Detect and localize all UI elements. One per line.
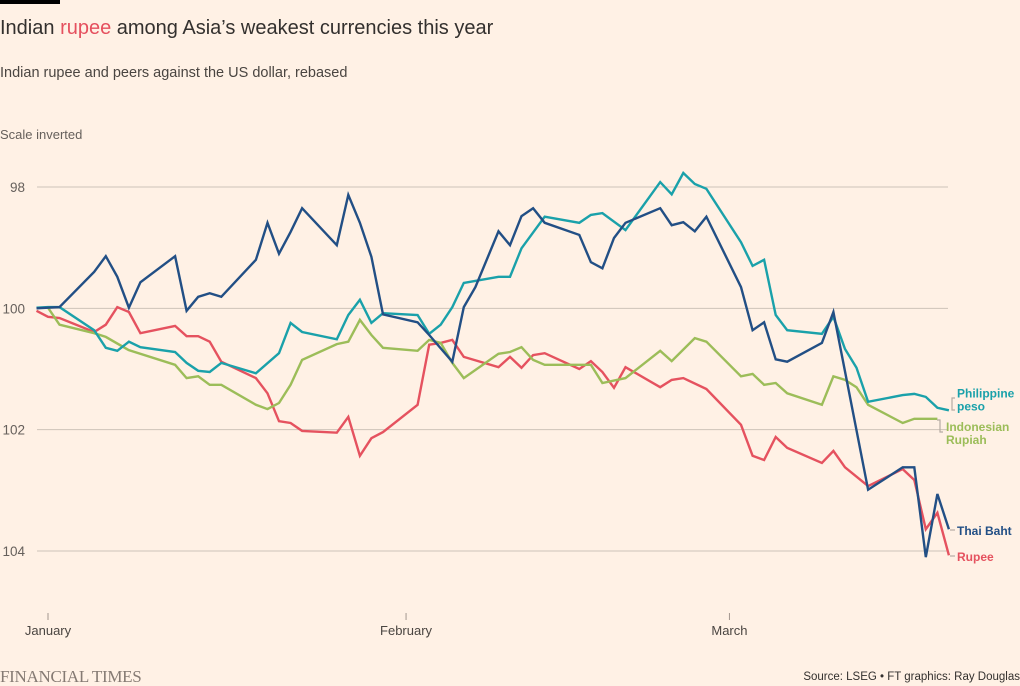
- series-label-indonesian-rupiah: Indonesian Rupiah: [946, 420, 1009, 447]
- series-label-line: peso: [957, 400, 985, 414]
- series-label-line: Indonesian: [946, 420, 1009, 434]
- label-connector-philippine-peso: [951, 397, 955, 411]
- x-tick-label: February: [380, 623, 433, 638]
- x-tick-label: March: [711, 623, 747, 638]
- series-line-philippine-peso: [36, 171, 950, 412]
- series-label-philippine-peso: Philippine peso: [957, 387, 1015, 414]
- y-tick-label: 102: [2, 423, 25, 438]
- chart-subtitle: Indian rupee and peers against the US do…: [0, 65, 348, 81]
- series-label-line: Rupiah: [946, 433, 987, 447]
- y-tick-label: 98: [10, 180, 25, 195]
- title-text-start: Indian: [0, 17, 61, 39]
- series-label-line: Thai Baht: [957, 524, 1012, 538]
- series-lines: [35, 171, 951, 558]
- y-tick-label: 100: [2, 301, 25, 316]
- source-credit: Source: LSEG • FT graphics: Ray Douglas: [803, 671, 1020, 683]
- series-label-thai-baht: Thai Baht: [957, 524, 1012, 538]
- axes: 98 100 102 104 January February March: [2, 180, 747, 638]
- scale-inverted-note: Scale inverted: [0, 127, 83, 142]
- series-label-line: Philippine: [957, 387, 1015, 401]
- title-text-end: among Asia’s weakest currencies this yea…: [111, 17, 494, 39]
- series-line-rupee: [35, 305, 951, 556]
- gridlines: [37, 186, 948, 552]
- x-tick-label: January: [25, 623, 72, 638]
- y-tick-label: 104: [2, 544, 25, 559]
- series-line-thai-baht: [36, 190, 951, 558]
- series-label-line: Rupee: [957, 550, 994, 564]
- series-labels: Rupee Indonesian Rupiah Philippine peso Thai …: [937, 387, 1015, 564]
- label-connector-indonesian-rupiah: [937, 419, 943, 433]
- title-highlight-rupee: rupee: [60, 17, 112, 39]
- series-line-indonesian-rupiah: [36, 306, 938, 425]
- financial-times-logo: FINANCIAL TIMES: [0, 667, 142, 686]
- chart-title: Indian rupee among Asia’s weakest curren…: [0, 18, 493, 38]
- ft-brand-bar: [0, 0, 60, 4]
- series-label-rupee: Rupee: [957, 550, 994, 564]
